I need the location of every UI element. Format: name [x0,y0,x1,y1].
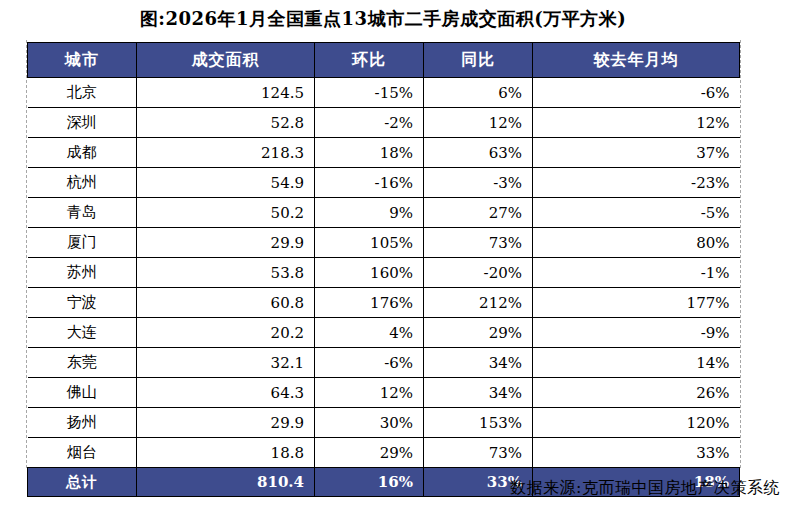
city-cell: 烟台 [28,438,137,468]
value-cell: -6% [315,348,424,378]
table-row: 苏州53.8160%-20%-1% [28,258,740,288]
value-cell: 6% [424,78,533,108]
column-header-4: 较去年月均 [533,43,740,78]
value-cell: 30% [315,408,424,438]
table-row: 宁波60.8176%212%177% [28,288,740,318]
value-cell: 54.9 [137,168,315,198]
column-header-3: 同比 [424,43,533,78]
value-cell: 29% [424,318,533,348]
column-header-1: 成交面积 [137,43,315,78]
value-cell: 73% [424,438,533,468]
city-cell: 东莞 [28,348,137,378]
value-cell: 27% [424,198,533,228]
value-cell: 105% [315,228,424,258]
value-cell: -23% [533,168,740,198]
city-cell: 北京 [28,78,137,108]
value-cell: 12% [424,108,533,138]
value-cell: 33% [533,438,740,468]
total-value-cell: 16% [315,468,424,497]
page-title: 图:2026年1月全国重点13城市二手房成交面积(万平方米) [27,7,739,31]
value-cell: -1% [533,258,740,288]
value-cell: 18% [315,138,424,168]
table-row: 青岛50.29%27%-5% [28,198,740,228]
value-cell: 218.3 [137,138,315,168]
column-header-0: 城市 [28,43,137,78]
city-cell: 佛山 [28,378,137,408]
value-cell: 12% [533,108,740,138]
value-cell: -15% [315,78,424,108]
value-cell: 153% [424,408,533,438]
city-transaction-table: 城市成交面积环比同比较去年月均 北京124.5-15%6%-6%深圳52.8-2… [27,42,740,497]
total-label-cell: 总计 [28,468,137,497]
value-cell: -5% [533,198,740,228]
value-cell: -20% [424,258,533,288]
table-row: 扬州29.930%153%120% [28,408,740,438]
header-row: 城市成交面积环比同比较去年月均 [28,43,740,78]
table-row: 杭州54.9-16%-3%-23% [28,168,740,198]
value-cell: 50.2 [137,198,315,228]
value-cell: 80% [533,228,740,258]
value-cell: -3% [424,168,533,198]
value-cell: 63% [424,138,533,168]
value-cell: 160% [315,258,424,288]
data-source-note: 数据来源:克而瑞中国房地产决策系统 [510,478,780,499]
city-cell: 杭州 [28,168,137,198]
table-body: 北京124.5-15%6%-6%深圳52.8-2%12%12%成都218.318… [28,78,740,468]
city-cell: 深圳 [28,108,137,138]
value-cell: 120% [533,408,740,438]
value-cell: 64.3 [137,378,315,408]
city-cell: 扬州 [28,408,137,438]
table-row: 佛山64.312%34%26% [28,378,740,408]
value-cell: 18.8 [137,438,315,468]
value-cell: 177% [533,288,740,318]
data-table-container: 城市成交面积环比同比较去年月均 北京124.5-15%6%-6%深圳52.8-2… [27,42,739,497]
value-cell: 29% [315,438,424,468]
table-head: 城市成交面积环比同比较去年月均 [28,43,740,78]
table-row: 烟台18.829%73%33% [28,438,740,468]
value-cell: 4% [315,318,424,348]
city-cell: 苏州 [28,258,137,288]
total-value-cell: 810.4 [137,468,315,497]
value-cell: 34% [424,348,533,378]
value-cell: 52.8 [137,108,315,138]
value-cell: 29.9 [137,408,315,438]
page-break-line-right [740,40,741,468]
value-cell: 53.8 [137,258,315,288]
value-cell: 14% [533,348,740,378]
value-cell: 26% [533,378,740,408]
city-cell: 青岛 [28,198,137,228]
city-cell: 厦门 [28,228,137,258]
value-cell: -16% [315,168,424,198]
value-cell: 12% [315,378,424,408]
city-cell: 宁波 [28,288,137,318]
table-row: 成都218.318%63%37% [28,138,740,168]
city-cell: 成都 [28,138,137,168]
table-row: 北京124.5-15%6%-6% [28,78,740,108]
value-cell: 60.8 [137,288,315,318]
value-cell: -2% [315,108,424,138]
value-cell: 212% [424,288,533,318]
value-cell: 176% [315,288,424,318]
city-cell: 大连 [28,318,137,348]
value-cell: 34% [424,378,533,408]
table-row: 东莞32.1-6%34%14% [28,348,740,378]
table-row: 厦门29.9105%73%80% [28,228,740,258]
value-cell: 124.5 [137,78,315,108]
column-header-2: 环比 [315,43,424,78]
value-cell: 29.9 [137,228,315,258]
table-row: 深圳52.8-2%12%12% [28,108,740,138]
table-row: 大连20.24%29%-9% [28,318,740,348]
value-cell: -6% [533,78,740,108]
value-cell: 37% [533,138,740,168]
value-cell: 9% [315,198,424,228]
value-cell: 73% [424,228,533,258]
value-cell: 20.2 [137,318,315,348]
value-cell: 32.1 [137,348,315,378]
value-cell: -9% [533,318,740,348]
